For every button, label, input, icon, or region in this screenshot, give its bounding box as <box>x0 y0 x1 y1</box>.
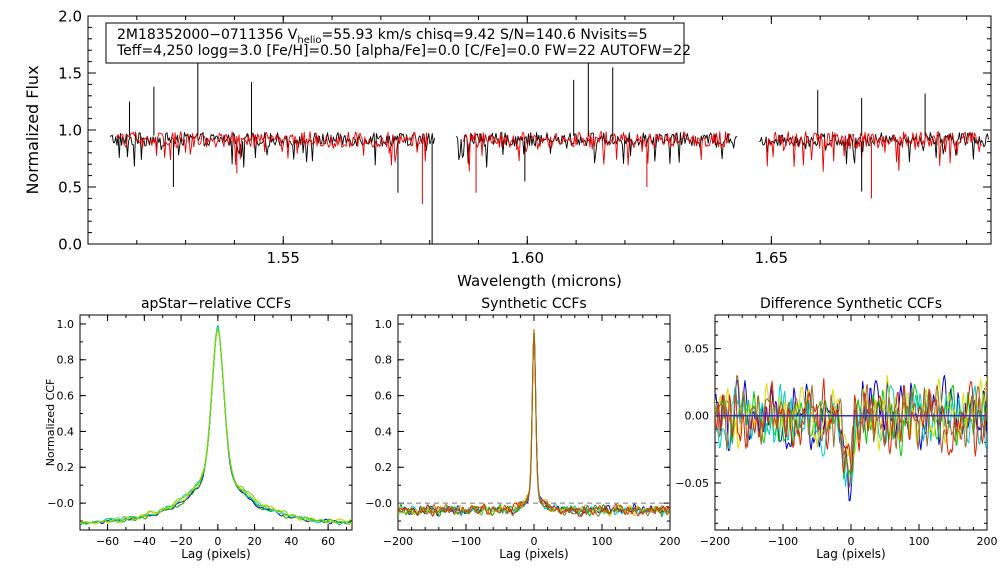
y-tick-label: 1.5 <box>58 64 82 82</box>
visit 1-apstar-ccf-line <box>80 326 352 526</box>
y-tick-label: 0.0 <box>58 235 82 253</box>
y-tick-label: −0.05 <box>675 477 709 490</box>
visit 3-apstar-ccf-line <box>80 324 352 525</box>
x-tick-label: −100 <box>451 535 481 548</box>
apstar_ccf-title: apStar−relative CCFs <box>141 296 291 312</box>
spectrum-panel: 1.55 1.60 1.65 0.0 0.5 1.0 1.5 2.0 Wavelength (m… <box>23 7 992 290</box>
x-tick-label: 200 <box>977 535 998 548</box>
visit 3-difference-ccf-line <box>715 383 987 487</box>
y-tick-label: 0.6 <box>375 389 393 402</box>
x-tick-label: −60 <box>96 535 119 548</box>
combined-difference-ccf-line <box>715 374 987 489</box>
x-tick-label: 1.55 <box>267 249 300 267</box>
x-tick-label: −20 <box>169 535 192 548</box>
y-tick-label: 0.05 <box>685 342 710 355</box>
x-tick-label: −200 <box>383 535 413 548</box>
y-tick-label: 0.6 <box>57 389 75 402</box>
y-tick-label: 0.2 <box>375 461 393 474</box>
y-tick-label: −0.0 <box>365 497 392 510</box>
y-tick-label: 2.0 <box>58 7 82 25</box>
visit 4-synthetic-ccf-line <box>398 329 670 517</box>
spectrum-ylabel: Normalized Flux <box>23 65 42 194</box>
synthetic_ccf-title: Synthetic CCFs <box>481 296 586 312</box>
difference_ccf-title: Difference Synthetic CCFs <box>760 296 942 312</box>
x-tick-label: 0 <box>214 535 221 548</box>
x-tick-label: 0 <box>531 535 538 548</box>
y-tick-label: 0.4 <box>375 425 393 438</box>
y-tick-label: 0.8 <box>375 354 393 367</box>
y-tick-label: 0.4 <box>57 425 75 438</box>
model-spectrum-chip-1 <box>116 131 429 166</box>
y-tick-label: 0.00 <box>685 410 710 423</box>
visit 1-synthetic-ccf-line <box>398 331 670 517</box>
visit 2-apstar-ccf-line <box>80 325 352 526</box>
synthetic_ccf-xlabel: Lag (pixels) <box>499 547 569 561</box>
model-spectrum-chip-2 <box>463 131 731 172</box>
spectrum-xlabel: Wavelength (microns) <box>457 272 622 290</box>
y-tick-label: 1.0 <box>57 318 75 331</box>
visit 3-synthetic-ccf-line <box>398 332 670 516</box>
x-tick-label: 0 <box>848 535 855 548</box>
x-tick-label: 100 <box>592 535 613 548</box>
x-tick-label: 20 <box>248 535 262 548</box>
x-tick-label: 200 <box>660 535 681 548</box>
synthetic_ccf-axes-frame <box>397 314 671 531</box>
x-tick-label: 60 <box>321 535 335 548</box>
apstar-ccf-panel: −60 −40 −20 0 20 40 60 −0.0 0.2 0.4 0.6 0.8 1.0 Lag (… <box>44 296 353 561</box>
apstar_ccf-ylabel: Normalized CCF <box>44 379 57 467</box>
y-tick-label: 0.2 <box>57 461 75 474</box>
difference-ccf-panel: −200 −100 0 100 200 −0.05 0.00 0.05 Lag (pixels)… <box>675 296 997 561</box>
x-tick-label: 40 <box>284 535 298 548</box>
apstar_ccf-xlabel: Lag (pixels) <box>181 547 251 561</box>
synthetic-ccf-panel: −200 −100 0 100 200 −0.0 0.2 0.4 0.6 0.8 1.0 Lag (p… <box>365 296 680 561</box>
x-tick-label: −200 <box>700 535 730 548</box>
visit 2-synthetic-ccf-line <box>398 332 670 518</box>
visit 5-apstar-ccf-line <box>80 327 352 524</box>
visit 4-apstar-ccf-line <box>80 328 352 525</box>
x-tick-label: 100 <box>909 535 930 548</box>
info-line-1: 2M18352000−0711356 Vhelio=55.93 km/s chi… <box>117 27 648 46</box>
visit 5-synthetic-ccf-line <box>398 331 670 518</box>
y-tick-label: 0.5 <box>58 178 82 196</box>
model-spectrum-chip-3 <box>765 131 982 172</box>
y-tick-label: 0.8 <box>57 354 75 367</box>
info-box <box>105 22 685 64</box>
y-tick-label: 1.0 <box>58 121 82 139</box>
apstar_ccf-axes-frame <box>79 314 353 531</box>
x-tick-label: −40 <box>133 535 156 548</box>
x-tick-label: 1.60 <box>511 249 544 267</box>
x-tick-label: 1.65 <box>755 249 788 267</box>
combined-synthetic-ccf-line <box>398 328 670 517</box>
y-tick-label: 1.0 <box>375 318 393 331</box>
observed-spectrum-chip-1 <box>109 132 435 168</box>
x-tick-label: −100 <box>768 535 798 548</box>
difference_ccf-xlabel: Lag (pixels) <box>816 547 886 561</box>
y-tick-label: −0.0 <box>47 497 74 510</box>
info-line-2: Teff=4,250 logg=3.0 [Fe/H]=0.50 [alpha/F… <box>116 43 691 59</box>
